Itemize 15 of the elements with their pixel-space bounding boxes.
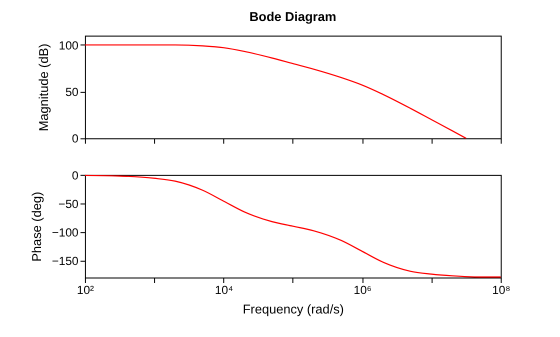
chart-title: Bode Diagram bbox=[249, 8, 336, 24]
y-tick-label: 100 bbox=[58, 38, 79, 52]
y-tick-label: −150 bbox=[52, 254, 79, 268]
y-axis-title: Magnitude (dB) bbox=[36, 44, 51, 132]
y-tick-label: 50 bbox=[65, 85, 79, 100]
y-axis-title: Phase (deg) bbox=[28, 192, 44, 262]
y-tick-label: 0 bbox=[72, 168, 79, 182]
x-tick-label: 10⁴ bbox=[214, 282, 234, 297]
y-tick-label: 0 bbox=[72, 132, 79, 146]
y-tick-label: −100 bbox=[52, 225, 79, 240]
y-tick-label: −50 bbox=[58, 196, 79, 211]
x-tick-label: 10² bbox=[76, 282, 94, 297]
x-axis-title: Frequency (rad/s) bbox=[242, 302, 344, 317]
x-tick-label: 10⁶ bbox=[354, 282, 372, 297]
x-tick-label: 10⁸ bbox=[492, 282, 510, 297]
